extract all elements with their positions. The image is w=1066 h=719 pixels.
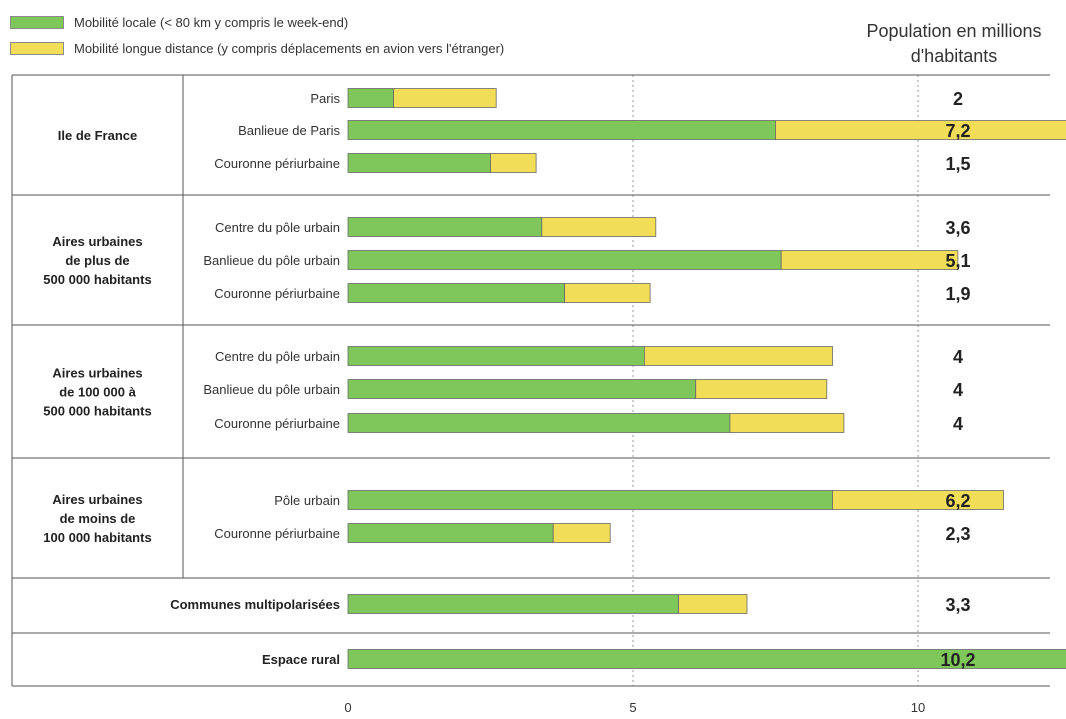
bar-local — [347, 346, 645, 366]
group-label: 500 000 habitants — [43, 272, 151, 287]
group-label: Communes multipolarisées — [170, 597, 340, 612]
group-label: Aires urbaines — [52, 234, 142, 249]
legend-item-local: Mobilité locale (< 80 km y compris le we… — [10, 15, 348, 30]
group-label: Aires urbaines — [52, 366, 142, 381]
row-label: Couronne périurbaine — [214, 526, 340, 541]
population-value: 1,9 — [945, 284, 970, 304]
bar-local — [347, 250, 782, 270]
population-value: 1,5 — [945, 154, 970, 174]
population-value: 6,2 — [945, 491, 970, 511]
row-label: Couronne périurbaine — [214, 286, 340, 301]
bar-long-distance — [541, 217, 657, 237]
row-label: Paris — [310, 91, 340, 106]
bar-long-distance — [552, 523, 611, 543]
row-label: Banlieue du pôle urbain — [203, 382, 340, 397]
bar-long-distance — [780, 250, 959, 270]
bar-local — [347, 649, 1066, 669]
legend-item-long-distance: Mobilité longue distance (y compris dépl… — [10, 41, 504, 56]
row-label: Pôle urbain — [274, 493, 340, 508]
population-value: 3,6 — [945, 218, 970, 238]
bar-long-distance — [678, 594, 748, 614]
bar-long-distance — [393, 88, 497, 108]
group-label: 100 000 habitants — [43, 530, 151, 545]
x-tick-label: 5 — [629, 700, 636, 715]
population-header-line1: Population en millions — [866, 21, 1042, 41]
legend-label-local: Mobilité locale (< 80 km y compris le we… — [74, 15, 349, 30]
bar-long-distance — [695, 379, 828, 399]
row-label: Couronne périurbaine — [214, 156, 340, 171]
group-label: Ile de France — [58, 128, 137, 143]
x-tick-label: 0 — [344, 700, 351, 715]
bar-long-distance — [490, 153, 537, 173]
bar-local — [347, 523, 554, 543]
group-label: Espace rural — [262, 652, 340, 667]
group-label: de moins de — [60, 511, 136, 526]
row-label: Centre du pôle urbain — [215, 349, 340, 364]
bar-long-distance — [832, 490, 1004, 510]
population-value: 4 — [953, 414, 963, 434]
bar-long-distance — [644, 346, 833, 366]
population-header: Population en millions d'habitants — [854, 19, 1054, 69]
population-value: 4 — [953, 380, 963, 400]
legend-swatch-local — [10, 16, 64, 29]
bar-local — [347, 490, 833, 510]
population-value: 7,2 — [945, 121, 970, 141]
x-tick-label: 10 — [911, 700, 925, 715]
bar-long-distance — [775, 120, 1066, 140]
bar-local — [347, 88, 394, 108]
population-value: 5,1 — [945, 251, 970, 271]
bar-local — [347, 594, 680, 614]
population-value: 10,2 — [940, 650, 975, 670]
bar-local — [347, 379, 697, 399]
population-value: 3,3 — [945, 595, 970, 615]
group-label: de 100 000 à — [59, 385, 136, 400]
row-label: Banlieue de Paris — [238, 123, 340, 138]
row-label: Couronne périurbaine — [214, 416, 340, 431]
bar-local — [347, 413, 731, 433]
legend-label-long-distance: Mobilité longue distance (y compris dépl… — [74, 41, 505, 56]
bar-local — [347, 120, 776, 140]
row-label: Centre du pôle urbain — [215, 220, 340, 235]
group-label: de plus de — [65, 253, 129, 268]
bar-local — [347, 153, 491, 173]
group-label: 500 000 habitants — [43, 404, 151, 419]
bar-local — [347, 217, 543, 237]
bar-long-distance — [564, 283, 651, 303]
bar-long-distance — [729, 413, 845, 433]
row-label: Banlieue du pôle urbain — [203, 253, 340, 268]
population-value: 2 — [953, 89, 963, 109]
population-header-line2: d'habitants — [910, 46, 998, 66]
legend-swatch-long-distance — [10, 42, 64, 55]
population-value: 2,3 — [945, 524, 970, 544]
population-value: 4 — [953, 347, 963, 367]
bar-local — [347, 283, 566, 303]
group-label: Aires urbaines — [52, 492, 142, 507]
